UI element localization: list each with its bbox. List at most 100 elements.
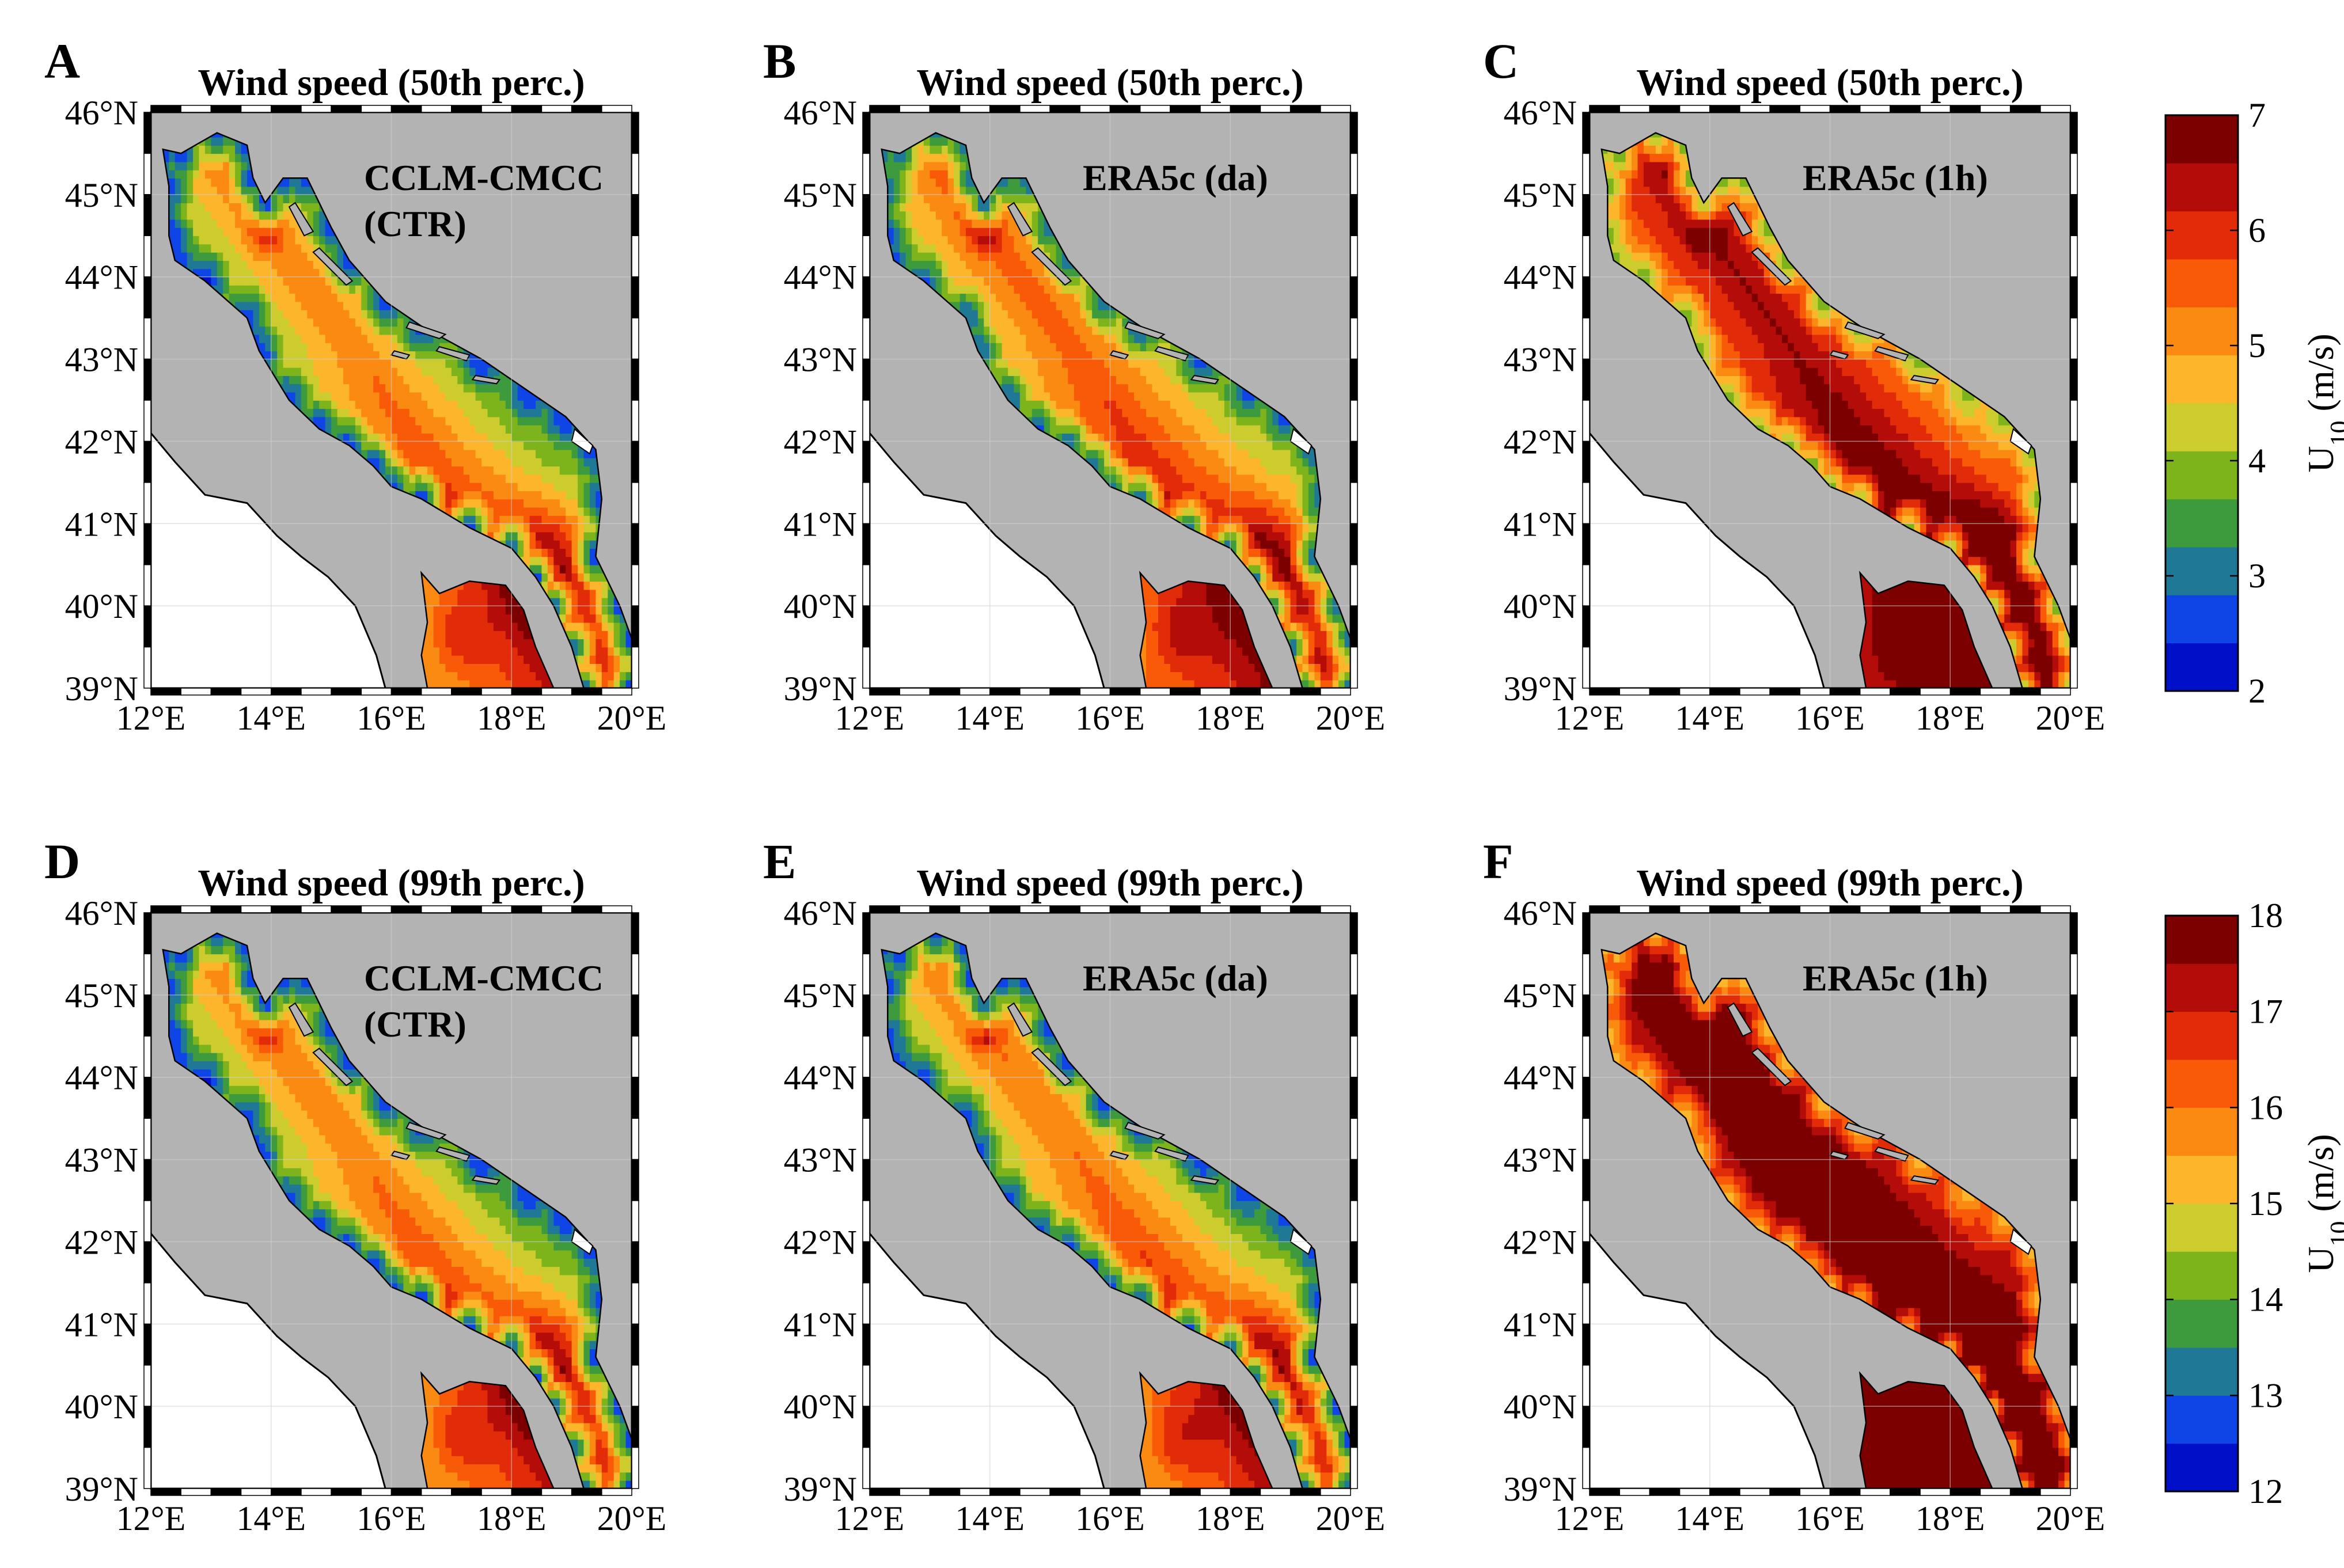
lat-tick-label: 44°N <box>784 259 857 297</box>
colorbar-segment <box>2165 1395 2238 1444</box>
map-panel-b: 39°N40°N41°N42°N43°N44°N45°N46°N12°E 14°E… <box>763 33 1385 737</box>
lat-tick-label: 42°N <box>65 1223 138 1261</box>
model-label: ERA5c (1h) <box>1803 958 1988 998</box>
colorbar-tick-label: 3 <box>2248 557 2266 595</box>
panel-title: Wind speed (99th perc.) <box>1636 862 2023 904</box>
lon-tick-label: 18°E <box>1196 699 1265 737</box>
colorbar-tick-label: 2 <box>2248 672 2266 710</box>
lat-tick-label: 46°N <box>784 94 857 132</box>
lat-tick-label: 40°N <box>784 1388 857 1426</box>
lat-tick-label: 46°N <box>1504 894 1577 932</box>
lon-tick-label: 14°E <box>236 699 306 737</box>
lat-tick-label: 42°N <box>1504 1223 1577 1261</box>
colorbar-segment <box>2165 963 2238 1012</box>
lat-tick-label: 41°N <box>784 1305 857 1343</box>
lat-tick-label: 45°N <box>65 176 138 214</box>
lon-tick-label: 18°E <box>1196 1499 1265 1537</box>
colorbar-segment <box>2165 307 2238 355</box>
lon-tick-label: 18°E <box>1916 1499 1985 1537</box>
colorbar-segment <box>2165 1156 2238 1204</box>
colorbar-tick-label: 12 <box>2248 1472 2283 1510</box>
panel-title: Wind speed (99th perc.) <box>916 862 1303 904</box>
colorbar-tick-label: 13 <box>2248 1376 2283 1414</box>
panel-letter: D <box>44 834 80 889</box>
lat-tick-label: 44°N <box>65 259 138 297</box>
lat-tick-label: 46°N <box>1504 94 1577 132</box>
panel-letter: F <box>1483 834 1514 889</box>
colorbar-segment <box>2165 499 2238 548</box>
lon-tick-label: 16°E <box>356 699 426 737</box>
lon-tick-label: 14°E <box>1675 699 1744 737</box>
map-panel-f: 39°N40°N41°N42°N43°N44°N45°N46°N12°E 14°E… <box>1483 834 2105 1537</box>
lon-tick-label: 20°E <box>2036 699 2106 737</box>
panel-title: Wind speed (50th perc.) <box>198 62 585 104</box>
lon-tick-label: 20°E <box>1316 699 1386 737</box>
colorbar-segment <box>2165 595 2238 643</box>
lat-tick-label: 46°N <box>65 894 138 932</box>
lat-tick-label: 41°N <box>1504 505 1577 543</box>
panel-title: Wind speed (50th perc.) <box>1636 62 2023 104</box>
lon-tick-label: 18°E <box>477 1499 547 1537</box>
lat-tick-label: 43°N <box>1504 341 1577 379</box>
colorbar-segment <box>2165 451 2238 499</box>
lat-tick-label: 45°N <box>65 977 138 1015</box>
colorbar-segment <box>2165 916 2238 964</box>
lon-tick-label: 12°E <box>116 1499 186 1537</box>
colorbar-segment <box>2165 1107 2238 1156</box>
colorbar-segment <box>2165 1203 2238 1252</box>
colorbar-tick-label: 15 <box>2248 1184 2283 1222</box>
lat-tick-label: 40°N <box>1504 1388 1577 1426</box>
lat-tick-label: 46°N <box>784 894 857 932</box>
colorbar-tick-label: 16 <box>2248 1088 2283 1126</box>
model-label: (CTR) <box>364 203 466 244</box>
colorbar-segment <box>2165 1060 2238 1108</box>
lat-tick-label: 43°N <box>65 341 138 379</box>
lat-tick-label: 42°N <box>1504 423 1577 461</box>
lon-tick-label: 14°E <box>236 1499 306 1537</box>
colorbar-segment <box>2165 355 2238 404</box>
map-panel-a: 39°N40°N41°N42°N43°N44°N45°N46°N12°E 14°E… <box>44 33 666 737</box>
model-label: ERA5c (1h) <box>1803 157 1988 198</box>
colorbar-segment <box>2165 1300 2238 1348</box>
lon-tick-label: 16°E <box>1075 699 1145 737</box>
lon-tick-label: 20°E <box>2036 1499 2106 1537</box>
model-label: ERA5c (da) <box>1083 958 1268 998</box>
colorbar-segment <box>2165 547 2238 595</box>
lon-tick-label: 20°E <box>597 699 667 737</box>
colorbar-tick-label: 18 <box>2248 897 2283 935</box>
lat-tick-label: 43°N <box>1504 1141 1577 1179</box>
lat-tick-label: 43°N <box>784 1141 857 1179</box>
colorbar-tick-label: 6 <box>2248 211 2266 249</box>
lon-tick-label: 14°E <box>955 1499 1025 1537</box>
model-label: ERA5c (da) <box>1083 157 1268 198</box>
lat-tick-label: 43°N <box>784 341 857 379</box>
colorbar-segment <box>2165 1347 2238 1396</box>
lat-tick-label: 42°N <box>784 1223 857 1261</box>
colorbar-label: U10 (m/s) <box>2300 1134 2344 1273</box>
lon-tick-label: 16°E <box>1075 1499 1145 1537</box>
lat-tick-label: 44°N <box>784 1059 857 1097</box>
colorbar-tick-label: 4 <box>2248 442 2266 480</box>
colorbar-segment <box>2165 115 2238 164</box>
lat-tick-label: 45°N <box>784 176 857 214</box>
lat-tick-label: 40°N <box>784 587 857 625</box>
colorbar-segment <box>2165 1444 2238 1492</box>
lon-tick-label: 20°E <box>597 1499 667 1537</box>
model-label: (CTR) <box>364 1004 466 1045</box>
colorbar-segment <box>2165 163 2238 211</box>
map-panel-c: 39°N40°N41°N42°N43°N44°N45°N46°N12°E 14°E… <box>1483 33 2105 737</box>
lat-tick-label: 40°N <box>65 1388 138 1426</box>
lat-tick-label: 45°N <box>1504 977 1577 1015</box>
lon-tick-label: 12°E <box>116 699 186 737</box>
lat-tick-label: 42°N <box>65 423 138 461</box>
colorbar-segment <box>2165 643 2238 692</box>
lat-tick-label: 42°N <box>784 423 857 461</box>
colorbar-label: U10 (m/s) <box>2300 333 2344 472</box>
lon-tick-label: 12°E <box>835 1499 905 1537</box>
model-label: CCLM-CMCC <box>364 157 604 198</box>
lat-tick-label: 45°N <box>784 977 857 1015</box>
